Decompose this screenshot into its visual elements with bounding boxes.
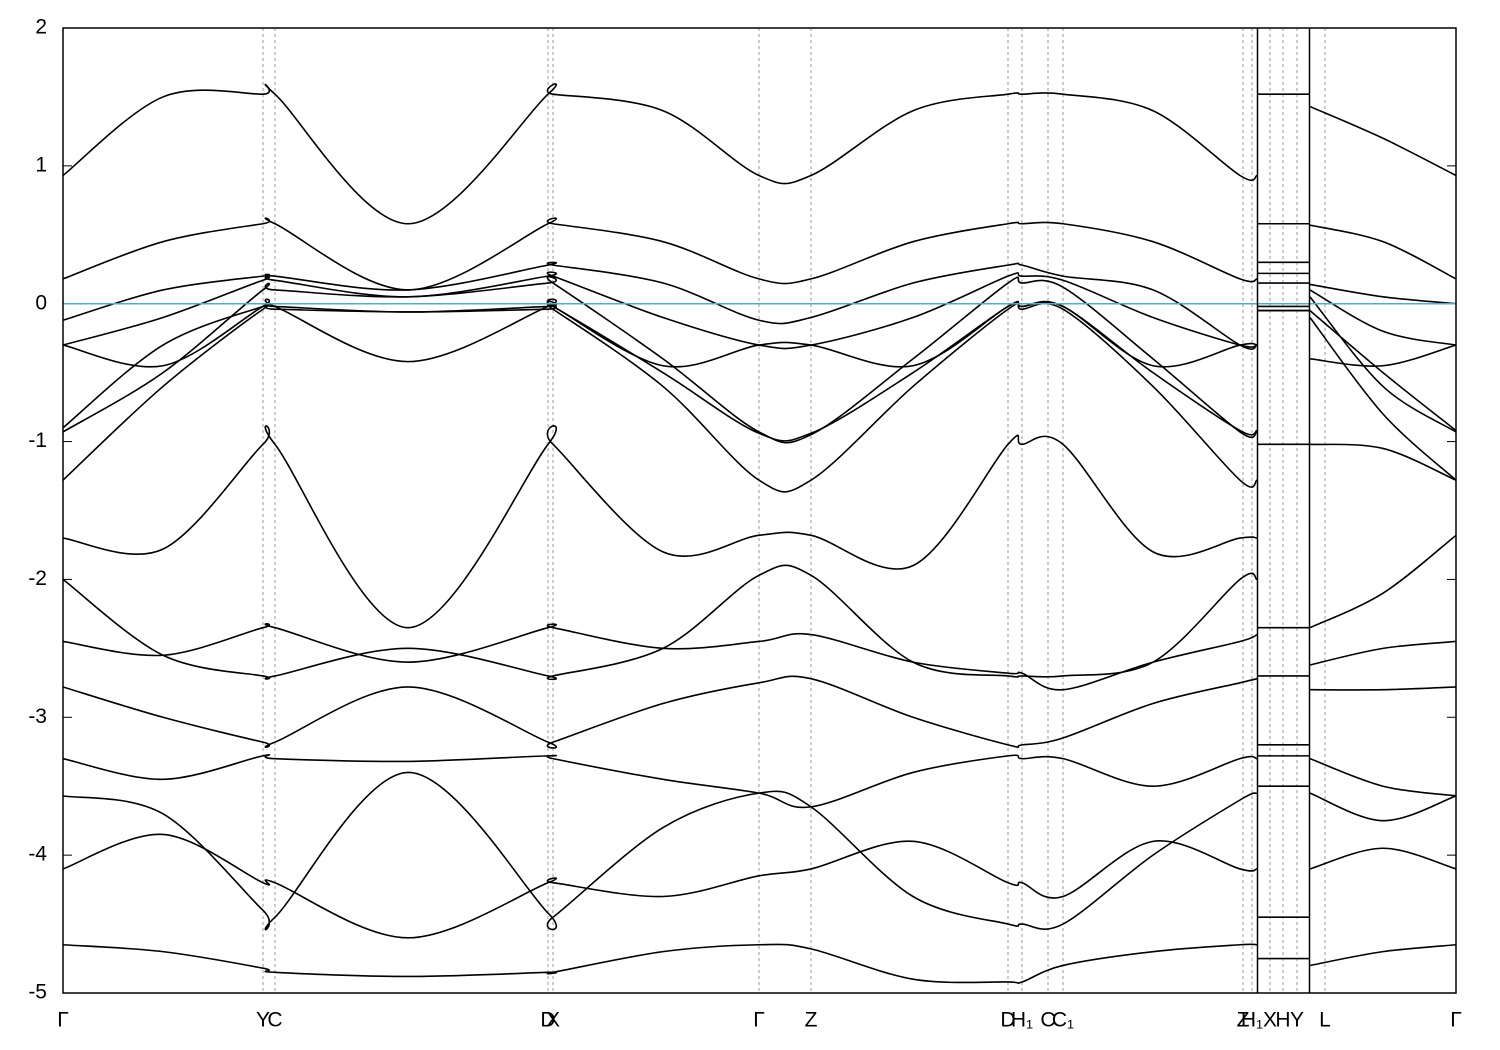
x-tick-label: H₁ [1241, 1009, 1263, 1032]
band [63, 771, 1456, 931]
x-tick-label: C [1040, 1009, 1055, 1032]
band [63, 271, 1456, 350]
y-tick-label: 0 [35, 291, 47, 314]
x-tick-label: X [1263, 1009, 1277, 1032]
x-tick-label: L [1319, 1009, 1331, 1032]
grid [62, 27, 1457, 994]
bands [63, 83, 1456, 985]
x-tick-label: H [1275, 1009, 1290, 1032]
y-tick-label: 1 [35, 153, 47, 176]
band [63, 217, 1456, 291]
band [63, 675, 1456, 749]
x-tick-label: H₁ [1011, 1009, 1033, 1032]
x-tick-label: Z [805, 1009, 818, 1032]
band [63, 623, 1456, 691]
x-tick-label: Y [1290, 1009, 1304, 1032]
band [63, 302, 1456, 493]
y-tick-label: -2 [28, 567, 47, 590]
x-tick-label: Γ [753, 1009, 765, 1032]
band [63, 83, 1456, 225]
y-tick-label: -4 [28, 843, 47, 866]
x-tick-label: Y [256, 1009, 270, 1032]
band [63, 298, 1456, 368]
band [63, 833, 1456, 939]
x-tick-label: X [546, 1009, 560, 1032]
band [63, 425, 1456, 629]
y-tick-label: -3 [28, 705, 47, 728]
band [63, 276, 1456, 444]
y-tick-label: -1 [28, 429, 47, 452]
x-tick-label: D [540, 1009, 555, 1032]
band [63, 753, 1456, 809]
x-tick-label: C [267, 1009, 282, 1032]
band [63, 261, 1456, 350]
y-tick-label: 2 [35, 16, 47, 39]
y-tick-label: -5 [28, 981, 47, 1004]
band [63, 943, 1456, 985]
plot-frame [62, 27, 1457, 994]
x-tick-label: C₁ [1052, 1009, 1074, 1032]
x-tick-label: D [1000, 1009, 1015, 1032]
x-tick-label: Γ [57, 1009, 69, 1032]
x-tick-label: Z [1237, 1009, 1250, 1032]
x-tick-label: Γ [1450, 1009, 1462, 1032]
band [63, 534, 1456, 681]
